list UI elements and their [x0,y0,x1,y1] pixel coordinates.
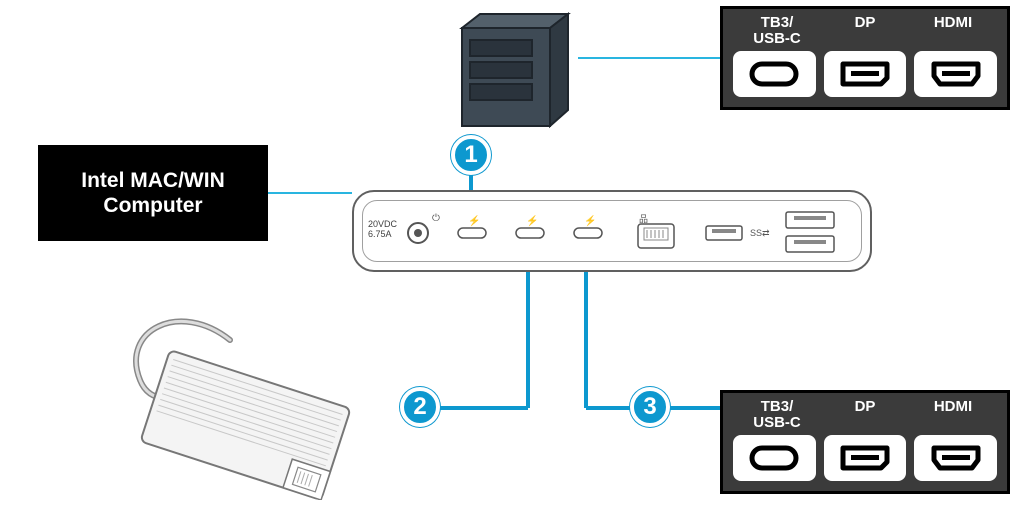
usb-c-icon [733,51,816,97]
svg-text:⏻: ⏻ [432,213,440,224]
port-label-dp: DP [821,15,909,47]
port-panel-bottom: TB3/ USB-C DP HDMI [720,390,1010,494]
svg-text:SS⇄: SS⇄ [750,228,770,238]
server-icon [450,10,578,130]
port-label-tb3: TB3/ USB-C [733,15,821,47]
svg-text:⚡: ⚡ [468,214,480,227]
adapter-icon [110,310,370,500]
svg-text:⚡: ⚡ [584,214,596,227]
callout-badge-3: 3 [630,387,670,427]
svg-text:品: 品 [639,214,648,224]
port-panel-top: TB3/ USB-C DP HDMI [720,6,1010,110]
dp-icon [824,51,907,97]
computer-label-box: Intel MAC/WIN Computer [38,145,268,241]
port-label-hdmi: HDMI [909,15,997,47]
dp-icon [824,435,907,481]
callout-badge-2: 2 [400,387,440,427]
computer-label-line2: Computer [103,194,202,217]
computer-label-line1: Intel MAC/WIN [81,169,224,192]
svg-text:⚡: ⚡ [526,214,538,227]
hdmi-icon [914,51,997,97]
hdmi-icon [914,435,997,481]
port-label-hdmi: HDMI [909,399,997,431]
port-label-dp: DP [821,399,909,431]
callout-badge-1: 1 [451,135,491,175]
dock-body: 20VDC 6.75A ⏻ ⚡ ⚡ ⚡ 品 SS⇄ [352,190,872,272]
port-label-tb3: TB3/ USB-C [733,399,821,431]
usb-c-icon [733,435,816,481]
